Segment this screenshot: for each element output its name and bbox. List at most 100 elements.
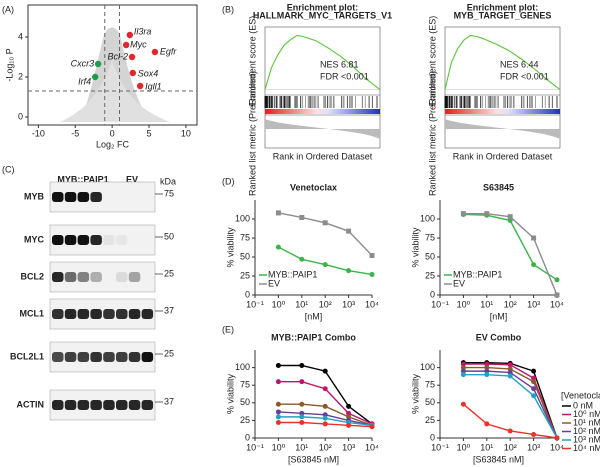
data-point xyxy=(346,414,352,420)
data-point xyxy=(484,361,490,367)
blot-band xyxy=(52,235,64,245)
blot-band xyxy=(90,192,102,202)
kda-label: 25 xyxy=(164,268,174,278)
legend-label: MYB::PAIP1 xyxy=(268,269,317,279)
data-point xyxy=(322,412,328,418)
row-label: BCL2L1 xyxy=(10,351,44,361)
data-point xyxy=(554,435,560,441)
y-tick-label: 25 xyxy=(240,415,250,425)
blot-band xyxy=(90,352,102,362)
data-point xyxy=(275,401,281,407)
legend-label: MYB::PAIP1 xyxy=(453,269,502,279)
y-tick-label: 2 xyxy=(18,71,23,81)
data-point xyxy=(369,271,375,277)
plot-title: Venetoclax xyxy=(290,182,337,192)
blot-band xyxy=(77,309,90,319)
blot-band xyxy=(52,309,64,319)
gene-label: Igll1 xyxy=(145,81,162,91)
x-tick-label: 10⁰ xyxy=(272,299,286,309)
blot-band xyxy=(116,309,128,319)
y-tick-label: 50 xyxy=(425,397,435,407)
gene-label: Myc xyxy=(130,39,147,49)
y-tick-label: 0 xyxy=(245,289,250,299)
ranked-metric xyxy=(445,119,560,139)
ranked-metric xyxy=(265,119,380,139)
legend-label: 10⁰ nM xyxy=(573,409,600,419)
data-point xyxy=(322,386,328,392)
x-tick-label: 10⁻¹ xyxy=(431,442,449,452)
data-point xyxy=(322,415,328,421)
plot-title: S63845 xyxy=(483,182,514,192)
x-axis-label: [S63845 nM] xyxy=(288,454,339,464)
data-point xyxy=(275,210,281,216)
y-tick-label: 4 xyxy=(18,31,23,41)
x-tick-label: 10³ xyxy=(527,442,540,452)
x-tick-label: 10⁴ xyxy=(365,442,379,452)
data-point xyxy=(507,362,513,368)
gene-label: Irf4 xyxy=(78,76,91,86)
x-tick-label: -5 xyxy=(71,128,79,138)
y-axis-label: Enrichment score (ES) xyxy=(247,16,257,107)
blot-band xyxy=(77,235,90,245)
x-tick-label: 10³ xyxy=(342,442,355,452)
data-point xyxy=(322,262,328,268)
data-point xyxy=(275,244,281,250)
x-tick-label: 10⁴ xyxy=(550,442,564,452)
x-tick-label: 10¹ xyxy=(480,442,493,452)
blot-band xyxy=(128,272,141,282)
y-axis-label: Enrichment score (ES) xyxy=(427,16,437,107)
data-point xyxy=(369,424,375,430)
y-tick-label: 50 xyxy=(425,251,435,261)
data-point xyxy=(322,368,328,374)
kda-label: 37 xyxy=(164,305,174,315)
data-point xyxy=(275,420,281,426)
panel-label: (A) xyxy=(2,4,14,14)
data-point xyxy=(531,386,537,392)
es-curve xyxy=(264,34,381,91)
data-point xyxy=(299,256,305,262)
data-point xyxy=(299,379,305,385)
kda-label: 25 xyxy=(164,348,174,358)
data-point xyxy=(322,220,328,226)
x-axis-label: Log₂ FC xyxy=(96,139,130,149)
legend-title: [Venetoclax] xyxy=(561,390,600,400)
x-tick-label: 10² xyxy=(504,299,517,309)
unit-label: kDa xyxy=(160,176,176,186)
y-axis-label: -Log₁₀ P xyxy=(4,48,14,81)
kda-label: 37 xyxy=(164,396,174,406)
x-tick-label: 10⁻¹ xyxy=(246,299,264,309)
blot-band xyxy=(64,309,77,319)
x-tick-label: 10⁴ xyxy=(365,299,379,309)
y-tick-label: 0 xyxy=(430,432,435,442)
blot-band xyxy=(77,272,90,282)
data-point xyxy=(275,362,281,368)
x-tick-label: 10² xyxy=(504,442,517,452)
data-point xyxy=(299,410,305,416)
blot-band xyxy=(52,352,64,362)
x-axis-label: [nM] xyxy=(305,311,323,321)
legend-label: 0 nM xyxy=(573,400,593,410)
x-axis-label: Rank in Ordered Dataset xyxy=(453,151,553,161)
legend-label: EV xyxy=(453,278,465,288)
blot-band xyxy=(116,235,128,245)
blot-band xyxy=(64,272,77,282)
data-point xyxy=(299,401,305,407)
blot-band xyxy=(128,309,141,319)
x-tick-label: 10² xyxy=(319,299,332,309)
data-point xyxy=(507,218,513,224)
x-tick-label: -10 xyxy=(32,128,45,138)
data-point xyxy=(531,262,537,268)
x-axis-label: [S63845 nM] xyxy=(473,454,524,464)
x-axis-label: [nM] xyxy=(490,311,508,321)
gene-point xyxy=(94,60,102,68)
blot-band xyxy=(141,400,154,410)
y-tick-label: 25 xyxy=(240,270,250,280)
data-point xyxy=(346,403,352,409)
group-label: EV xyxy=(126,174,138,184)
gene-point xyxy=(151,48,159,56)
row-label: MYB xyxy=(24,191,45,201)
blot-band xyxy=(90,400,102,410)
gene-point xyxy=(128,53,136,61)
legend-label: 10³ nM xyxy=(573,434,600,444)
panel-label: (B) xyxy=(222,4,234,14)
